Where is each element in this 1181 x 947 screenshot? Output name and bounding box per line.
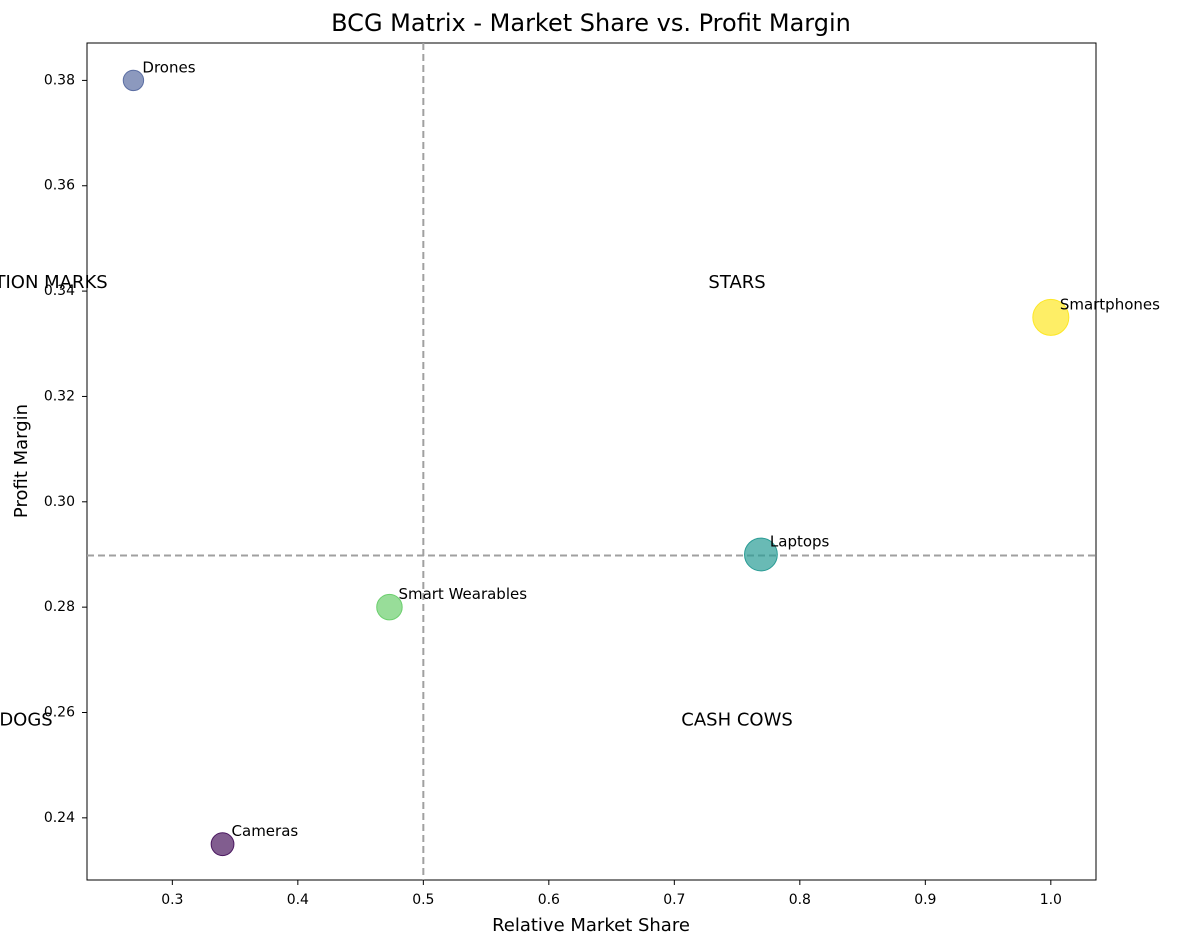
y-tick-label: 0.28 bbox=[44, 599, 75, 615]
quadrant-label: QUESTION MARKS bbox=[0, 272, 108, 293]
reference-lines bbox=[87, 43, 1096, 880]
x-tick-label: 0.8 bbox=[789, 892, 811, 908]
data-point-label: Drones bbox=[142, 58, 195, 76]
quadrant-label: CASH COWS bbox=[681, 709, 793, 730]
y-axis-label: Profit Margin bbox=[11, 404, 32, 518]
data-point bbox=[210, 832, 235, 857]
y-tick-label: 0.32 bbox=[44, 388, 75, 404]
y-tick-label: 0.38 bbox=[44, 72, 75, 88]
data-point bbox=[1032, 298, 1070, 336]
y-tick-label: 0.30 bbox=[44, 494, 75, 510]
quadrant-label: DOGS bbox=[0, 709, 53, 730]
y-tick-label: 0.24 bbox=[44, 810, 75, 826]
data-point-label: Smartphones bbox=[1060, 295, 1160, 313]
x-axis-ticks: 0.3 0.4 0.5 0.6 0.7 0.8 0.9 1.0 bbox=[161, 880, 1062, 908]
x-tick-label: 0.7 bbox=[663, 892, 685, 908]
x-tick-label: 0.4 bbox=[287, 892, 309, 908]
quadrant-label: STARS bbox=[708, 272, 765, 293]
x-tick-label: 0.5 bbox=[412, 892, 434, 908]
x-tick-label: 1.0 bbox=[1040, 892, 1062, 908]
y-tick-label: 0.36 bbox=[44, 178, 75, 194]
y-tick-label: 0.34 bbox=[44, 283, 75, 299]
data-points bbox=[122, 69, 1070, 857]
chart-title: BCG Matrix - Market Share vs. Profit Mar… bbox=[331, 9, 851, 37]
data-point-label: Smart Wearables bbox=[398, 585, 527, 603]
plot-area-frame bbox=[86, 42, 1097, 881]
data-point-labels: Drones Smartphones Laptops Smart Wearables C… bbox=[142, 58, 1160, 840]
x-tick-label: 0.3 bbox=[161, 892, 183, 908]
data-point bbox=[376, 593, 403, 621]
x-tick-label: 0.9 bbox=[914, 892, 936, 908]
x-tick-label: 0.6 bbox=[538, 892, 560, 908]
data-point bbox=[122, 69, 145, 92]
quadrant-labels: QUESTION MARKS STARS DOGS CASH COWS bbox=[0, 272, 793, 730]
x-axis-label: Relative Market Share bbox=[492, 915, 690, 936]
data-point-label: Cameras bbox=[232, 822, 299, 840]
data-point-label: Laptops bbox=[770, 532, 830, 550]
data-point bbox=[744, 537, 778, 572]
y-axis-ticks: 0.24 0.26 0.28 0.30 0.32 0.34 0.36 0.38 bbox=[44, 72, 87, 826]
y-tick-label: 0.26 bbox=[44, 704, 75, 720]
